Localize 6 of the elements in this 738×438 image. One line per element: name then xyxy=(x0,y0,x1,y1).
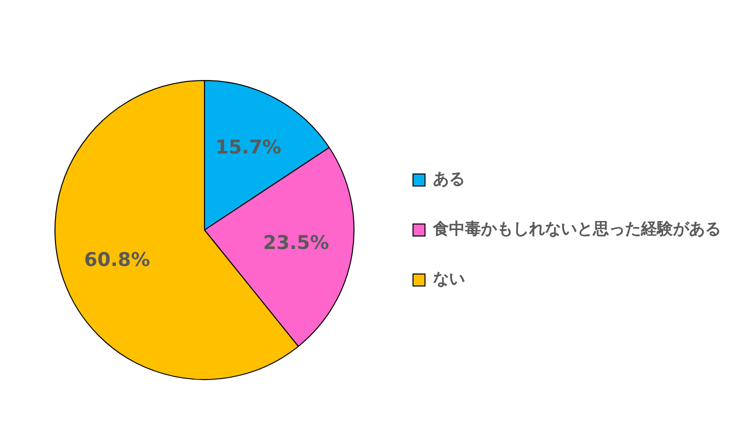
data-label: 60.8% xyxy=(84,248,150,271)
legend-label: ある xyxy=(433,169,465,188)
data-label: 23.5% xyxy=(263,232,330,254)
legend-label: ない xyxy=(433,269,465,288)
data-label: 15.7% xyxy=(215,136,282,158)
legend-label: 食中毒かもしれないと思った経験がある xyxy=(432,219,721,238)
